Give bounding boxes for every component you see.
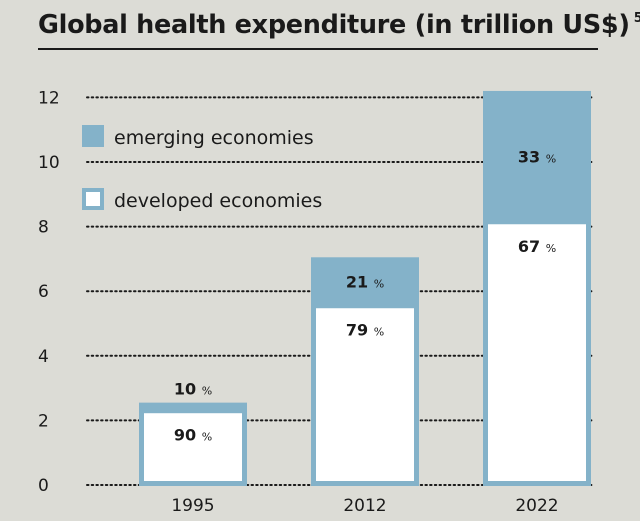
y-tick-label: 0 [38,476,49,496]
x-tick-label: 2022 [515,496,558,516]
data-label-developed: 67 % [518,237,556,256]
legend-swatch-developed [82,188,104,210]
y-tick-label: 2 [38,411,49,431]
data-label-emerging: 10 % [174,380,212,399]
bar-segment-emerging [139,402,247,411]
bar-segment-developed [483,219,591,486]
bar-segment-developed [139,408,247,486]
y-tick-label: 10 [38,153,60,173]
y-tick-label: 12 [38,88,60,108]
x-tick-label: 1995 [171,496,214,516]
bar-segment-emerging [483,90,591,222]
legend-label-developed: developed economies [114,190,322,212]
bar-segment-developed [311,303,419,486]
title-footnote: 5) [633,11,640,26]
x-tick-label: 2012 [343,496,386,516]
chart-title-area: Global health expenditure (in trillion U… [38,6,640,50]
data-label-developed: 90 % [174,426,212,445]
data-label-emerging: 21 % [346,273,384,292]
data-label-emerging: 33 % [518,147,556,166]
data-label-developed: 79 % [346,321,384,340]
y-tick-label: 6 [38,282,49,302]
chart-title-text: Global health expenditure (in trillion U… [38,10,630,40]
bar-segment-emerging [311,257,419,306]
legend-swatch-emerging [82,125,104,147]
legend-label-emerging: emerging economies [114,127,314,149]
y-tick-label: 4 [38,347,49,367]
chart-title: Global health expenditure (in trillion U… [38,10,640,40]
y-tick-label: 8 [38,218,49,238]
